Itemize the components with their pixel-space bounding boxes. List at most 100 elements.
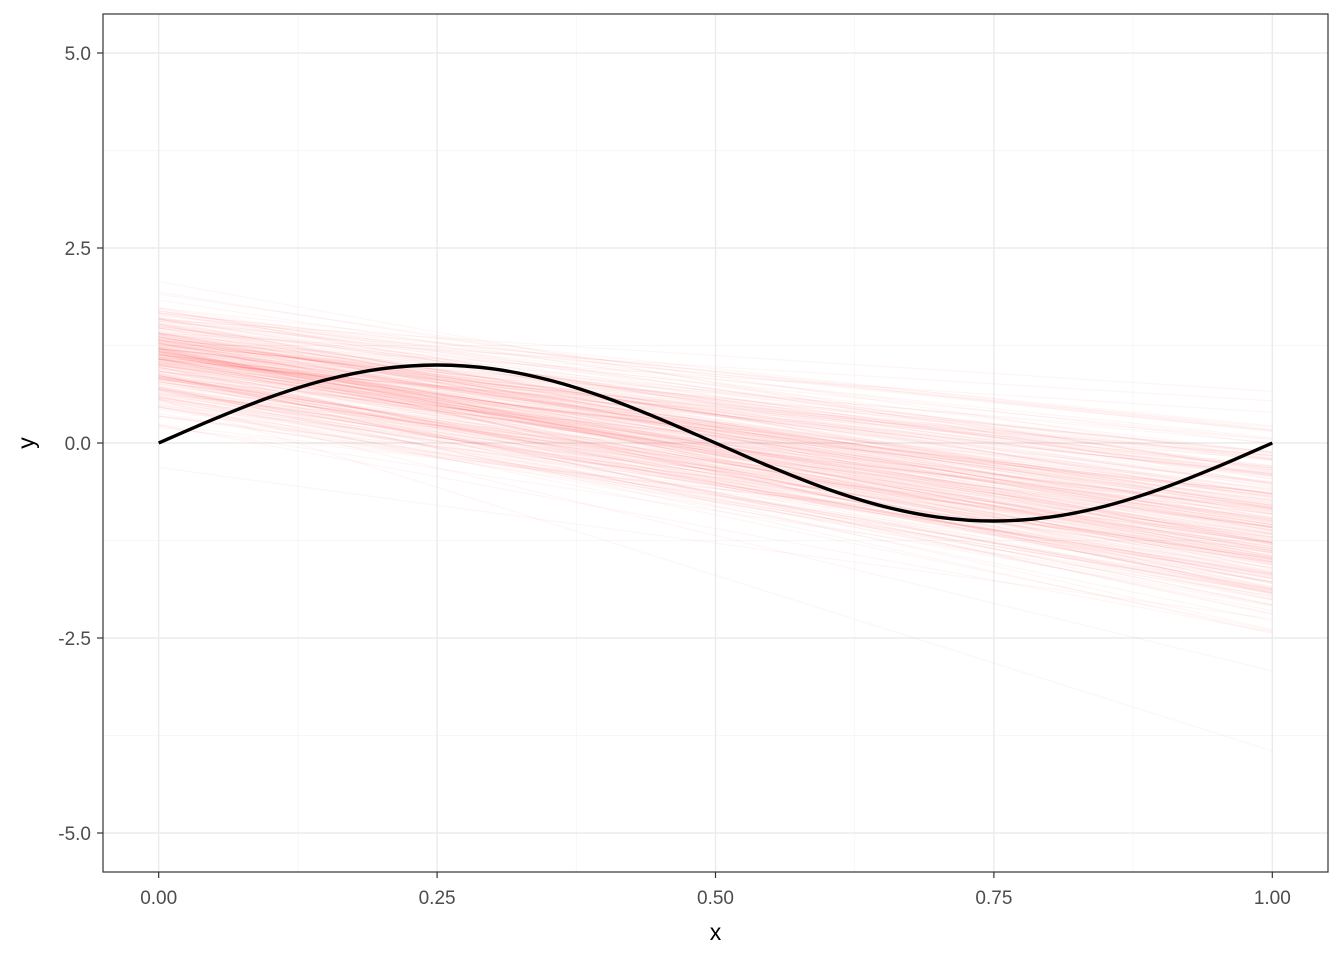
sampled-line [158, 320, 1273, 439]
sampled-line [158, 353, 1273, 521]
sampled-line [158, 406, 1273, 593]
sampled-line [158, 355, 1273, 497]
sampled-line [158, 374, 1273, 519]
sampled-line [158, 333, 1273, 516]
sampled-line [158, 356, 1273, 498]
sampled-line [158, 351, 1273, 553]
sampled-line [158, 375, 1273, 578]
sampled-line [158, 342, 1273, 514]
sampled-line [158, 309, 1273, 501]
sampled-line [158, 354, 1273, 513]
sampled-line [158, 347, 1273, 529]
sampled-line [158, 332, 1273, 402]
sampled-line [158, 359, 1273, 513]
y-tick-label: 2.5 [65, 239, 91, 260]
sampled-line [158, 333, 1273, 558]
sampled-line [158, 389, 1273, 560]
sampled-line [158, 387, 1273, 578]
sampled-line [158, 394, 1273, 528]
sampled-line [158, 370, 1273, 580]
sampled-line [158, 338, 1273, 532]
sampled-line [158, 342, 1273, 575]
sampled-line [158, 356, 1273, 508]
sampled-line [158, 387, 1273, 584]
sampled-line [158, 408, 1273, 583]
sampled-line [158, 391, 1273, 566]
sampled-line [158, 318, 1273, 484]
sampled-line [158, 364, 1273, 574]
sampled-line [158, 363, 1273, 495]
sampled-line [158, 364, 1273, 543]
sampled-line [158, 378, 1273, 493]
sampled-line [158, 312, 1273, 496]
sampled-line [158, 330, 1273, 498]
x-tick-label: 1.00 [1254, 888, 1291, 909]
sampled-line [158, 426, 1273, 551]
sampled-line [158, 348, 1273, 526]
sampled-line [158, 361, 1273, 548]
sampled-line [158, 341, 1273, 473]
sampled-line [158, 336, 1273, 509]
sampled-line [158, 398, 1273, 564]
sampled-line [158, 339, 1273, 594]
sampled-line [158, 388, 1273, 579]
sampled-line [158, 348, 1273, 467]
sampled-line [158, 318, 1273, 475]
sampled-line [158, 399, 1273, 672]
sampled-line [158, 333, 1273, 495]
sampled-line [158, 345, 1273, 440]
sampled-line [158, 348, 1273, 460]
sampled-line [158, 354, 1273, 507]
x-axis: 0.00 0.25 0.50 0.75 1.00 [140, 872, 1291, 909]
sampled-line [158, 362, 1273, 561]
sampled-line [158, 393, 1273, 509]
sampled-line [158, 368, 1273, 591]
sampled-line [158, 345, 1273, 454]
sampled-line [158, 406, 1273, 607]
sampled-line [158, 364, 1273, 559]
sampled-line [158, 358, 1273, 505]
sampled-line [158, 354, 1273, 538]
sampled-line [158, 375, 1273, 601]
sampled-line [158, 307, 1273, 520]
sampled-line [158, 332, 1273, 529]
sampled-line [158, 388, 1273, 583]
sampled-line [158, 325, 1273, 480]
sampled-line [158, 369, 1273, 536]
sampled-line [158, 326, 1273, 519]
sampled-line [158, 318, 1273, 488]
sampled-line [158, 381, 1273, 560]
sampled-line [158, 346, 1273, 507]
sampled-line [158, 371, 1273, 483]
sampled-line [158, 382, 1273, 553]
sampled-line [158, 397, 1273, 558]
sampled-line [158, 363, 1273, 544]
sampled-line [158, 353, 1273, 563]
sampled-line [158, 347, 1273, 496]
sampled-line [158, 350, 1273, 593]
sampled-line [158, 326, 1273, 457]
sampled-line [158, 385, 1273, 634]
sampled-line [158, 358, 1273, 546]
sampled-line [158, 358, 1273, 588]
sampled-line [158, 362, 1273, 456]
sampled-line [158, 350, 1273, 522]
sampled-line [158, 405, 1273, 594]
sampled-line [158, 380, 1273, 606]
sampled-line [158, 323, 1273, 543]
sampled-line [158, 348, 1273, 595]
sampled-line [158, 367, 1273, 589]
sampled-line [158, 358, 1273, 471]
sampled-line [158, 376, 1273, 554]
sampled-line [158, 299, 1273, 472]
sampled-line [158, 313, 1273, 445]
sampled-line [158, 343, 1273, 453]
sampled-line [158, 376, 1273, 549]
sampled-line [158, 364, 1273, 554]
sampled-line [158, 381, 1273, 528]
sampled-line [158, 339, 1273, 468]
sampled-line [158, 404, 1273, 590]
sampled-line [158, 364, 1273, 511]
sampled-line [158, 386, 1273, 580]
sampled-line [158, 322, 1273, 477]
